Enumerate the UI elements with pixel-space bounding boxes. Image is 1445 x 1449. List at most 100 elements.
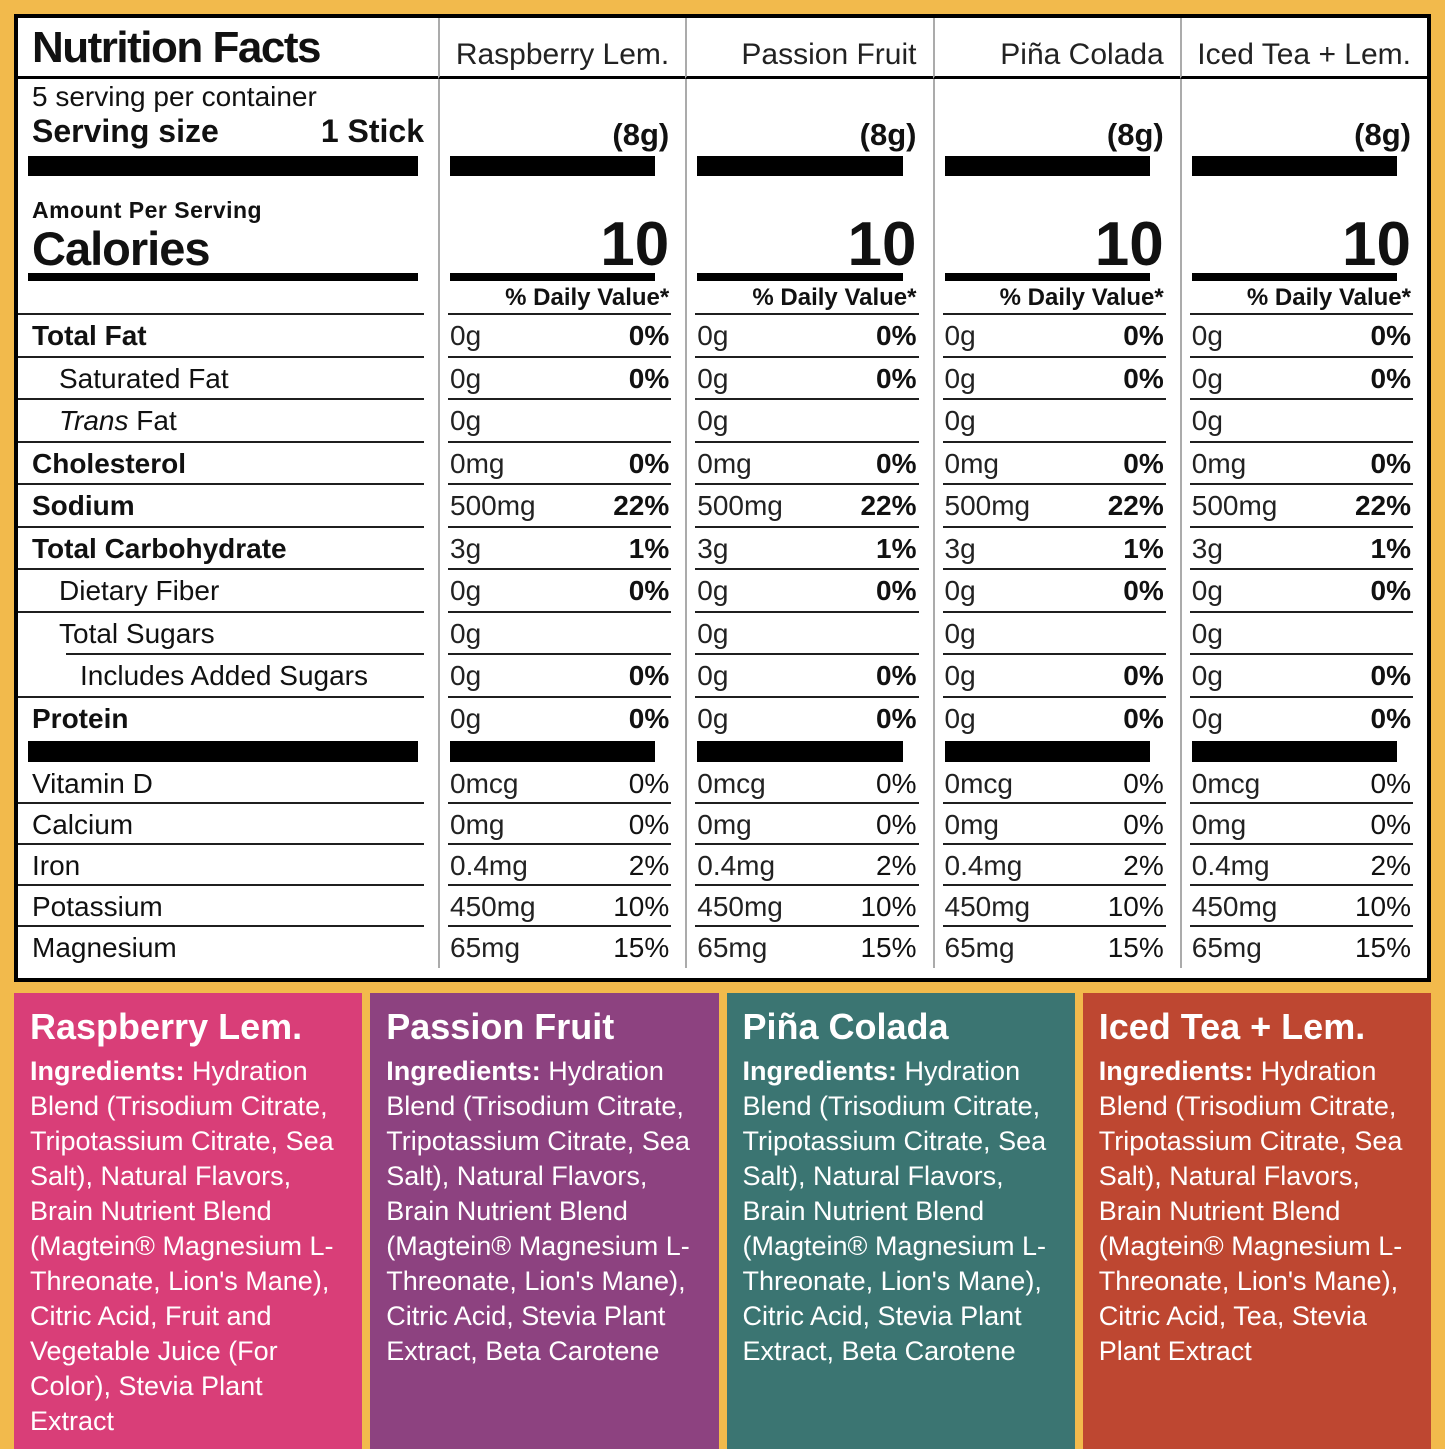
- separator-bar: [685, 740, 932, 763]
- nutrient-label-cell: Total Sugars: [18, 613, 438, 656]
- nutrient-daily-value: 0%: [876, 768, 916, 800]
- calories-value-cell: 10: [438, 177, 685, 273]
- nutrient-daily-value: 0%: [629, 768, 669, 800]
- nutrient-daily-value: 15%: [860, 932, 916, 964]
- serving-weight: (8g): [612, 119, 669, 150]
- nutrient-amount: 0g: [1192, 575, 1223, 607]
- nutrient-daily-value: 0%: [1123, 363, 1163, 395]
- thick-rule: [933, 273, 1180, 281]
- separator-bar: [18, 155, 438, 177]
- nutrient-amount: 450mg: [450, 891, 536, 923]
- amount-per-serving-label: Amount Per Serving: [32, 197, 432, 224]
- serving-weight-cell: (8g): [933, 79, 1180, 155]
- nutrient-daily-value: 0%: [876, 660, 916, 692]
- nutrient-label-cell: Trans Fat: [18, 400, 438, 443]
- nutrient-daily-value: 15%: [1108, 932, 1164, 964]
- daily-value-header-cell: % Daily Value*: [933, 281, 1180, 315]
- panel-ingredients: Ingredients: Hydration Blend (Trisodium …: [30, 1054, 346, 1439]
- nutrient-label: Protein: [32, 703, 128, 735]
- separator-bar: [933, 155, 1180, 177]
- nutrient-amount: 0mg: [450, 809, 504, 841]
- separator-bar: [1180, 740, 1427, 763]
- ingredient-panels: Raspberry Lem. Ingredients: Hydration Bl…: [14, 993, 1431, 1449]
- nutrient-label-cell: Sodium: [18, 485, 438, 528]
- nutrient-daily-value: 15%: [613, 932, 669, 964]
- serving-weight-cell: (8g): [1180, 79, 1427, 155]
- nutrient-label: Includes Added Sugars: [80, 660, 368, 692]
- daily-value-header-cell: % Daily Value*: [1180, 281, 1427, 315]
- nutrient-label: Magnesium: [32, 932, 177, 964]
- nutrient-amount: 0mcg: [450, 768, 518, 800]
- separator-bar: [685, 155, 932, 177]
- calories-value: 10: [848, 217, 917, 273]
- nutrient-amount: 0g: [945, 575, 976, 607]
- nutrient-value-cell: 0g: [1180, 613, 1427, 656]
- separator-bar: [18, 740, 438, 763]
- nutrient-label-cell: Saturated Fat: [18, 358, 438, 401]
- calories-value-cell: 10: [933, 177, 1180, 273]
- nutrient-label-cell: Total Fat: [18, 315, 438, 358]
- flavor-header-pina-colada: Piña Colada: [933, 18, 1180, 79]
- nutrient-label-cell: Includes Added Sugars: [18, 655, 438, 698]
- flavor-name: Iced Tea + Lem.: [1197, 40, 1411, 70]
- nutrient-amount: 500mg: [945, 490, 1031, 522]
- nutrient-amount: 0g: [450, 618, 481, 650]
- nutrient-value-cell: 0g: [438, 613, 685, 656]
- nutrient-amount: 0mcg: [945, 768, 1013, 800]
- nutrient-amount: 0mg: [945, 809, 999, 841]
- nutrient-daily-value: 2%: [629, 850, 669, 882]
- separator-bar: [933, 740, 1180, 763]
- nutrient-daily-value: 0%: [1371, 809, 1411, 841]
- nutrient-daily-value: 0%: [629, 448, 669, 480]
- nutrient-amount: 0g: [450, 320, 481, 352]
- nutrient-value-cell: 0mcg 0%: [438, 763, 685, 804]
- nutrient-daily-value: 0%: [1371, 660, 1411, 692]
- nutrient-daily-value: 0%: [876, 809, 916, 841]
- nutrient-amount: 3g: [945, 533, 976, 565]
- flavor-header-iced-tea: Iced Tea + Lem.: [1180, 18, 1427, 79]
- nutrient-label: Dietary Fiber: [59, 575, 219, 607]
- serving-weight-cell: (8g): [685, 79, 932, 155]
- nutrient-amount: 500mg: [697, 490, 783, 522]
- daily-value-header: % Daily Value*: [1247, 284, 1411, 312]
- nutrient-label-cell: Protein: [18, 698, 438, 741]
- serving-weight: (8g): [1107, 119, 1164, 150]
- nutrient-daily-value: 15%: [1355, 932, 1411, 964]
- nutrient-label-cell: Cholesterol: [18, 443, 438, 486]
- calories-value: 10: [1095, 217, 1164, 273]
- ingredient-panel-pina-colada: Piña Colada Ingredients: Hydration Blend…: [727, 993, 1075, 1449]
- nutrient-amount: 0g: [1192, 363, 1223, 395]
- nutrient-daily-value: 22%: [1355, 490, 1411, 522]
- calories-value-cell: 10: [1180, 177, 1427, 273]
- nutrient-amount: 450mg: [697, 891, 783, 923]
- nutrient-daily-value: 2%: [1371, 850, 1411, 882]
- label-frame: Nutrition Facts Raspberry Lem. Passion F…: [14, 14, 1431, 1431]
- nutrient-daily-value: 0%: [629, 320, 669, 352]
- flavor-header-raspberry: Raspberry Lem.: [438, 18, 685, 79]
- nutrient-amount: 0g: [697, 405, 728, 437]
- thick-rule: [438, 273, 685, 281]
- nutrient-value-cell: 0g: [685, 613, 932, 656]
- nutrient-amount: 0.4mg: [945, 850, 1023, 882]
- panel-title: Piña Colada: [743, 1007, 1059, 1047]
- nutrient-amount: 0g: [697, 703, 728, 735]
- serving-weight-cell: (8g): [438, 79, 685, 155]
